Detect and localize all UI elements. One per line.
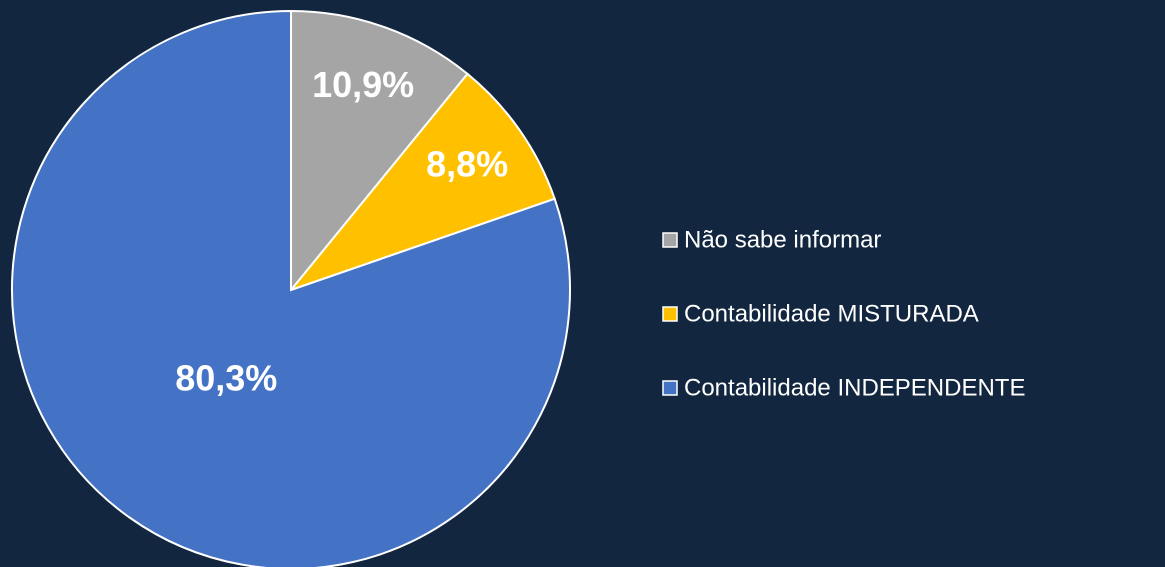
data-label: 8,8% [426,144,508,185]
legend-swatch [662,232,678,248]
legend-label: Contabilidade INDEPENDENTE [684,374,1025,401]
data-label: 80,3% [175,357,277,398]
legend-label: Contabilidade MISTURADA [684,300,979,327]
pie-slice [287,72,556,293]
data-label: 10,9% [312,64,414,105]
legend-swatch [662,380,678,396]
pie-slice [290,9,469,293]
legend-label: Não sabe informar [684,226,881,253]
pie-slice [11,9,571,567]
legend-swatch [662,306,678,322]
